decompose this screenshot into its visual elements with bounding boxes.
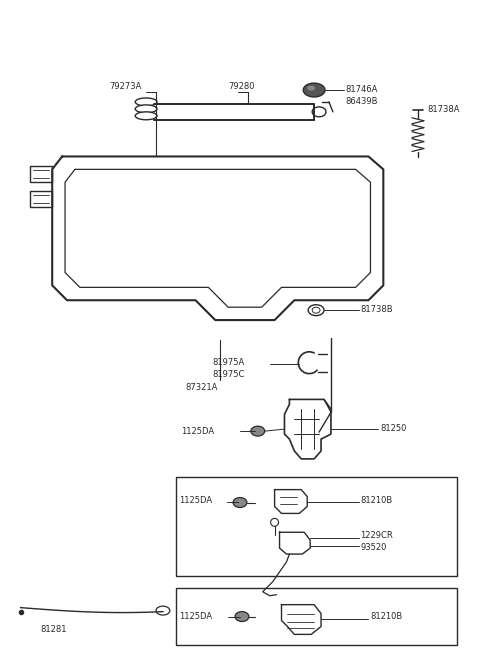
Text: 81210B: 81210B: [360, 495, 393, 505]
Text: 86439B: 86439B: [346, 97, 378, 106]
Ellipse shape: [251, 426, 264, 436]
Text: 81210B: 81210B: [371, 612, 403, 621]
Text: 81746A: 81746A: [346, 85, 378, 94]
Text: 87321A: 87321A: [186, 382, 218, 392]
Text: 1125DA: 1125DA: [180, 427, 214, 436]
Bar: [176, 477, 457, 576]
Text: 79280: 79280: [228, 82, 254, 91]
Ellipse shape: [271, 518, 278, 526]
Ellipse shape: [308, 305, 324, 315]
Bar: [30, 191, 52, 207]
Ellipse shape: [135, 112, 157, 120]
Bar: [176, 588, 457, 645]
Text: 81250: 81250: [380, 424, 407, 433]
Text: 81975A: 81975A: [212, 358, 245, 367]
Text: 1229CR: 1229CR: [360, 532, 393, 540]
Text: 81738B: 81738B: [360, 306, 393, 314]
Ellipse shape: [233, 497, 247, 507]
Ellipse shape: [312, 307, 320, 313]
Ellipse shape: [303, 83, 325, 97]
Ellipse shape: [235, 612, 249, 622]
Text: 93520: 93520: [360, 543, 387, 552]
Ellipse shape: [307, 85, 315, 91]
Text: 81975C: 81975C: [212, 370, 245, 378]
Ellipse shape: [135, 105, 157, 113]
Text: 1125DA: 1125DA: [179, 612, 212, 621]
Text: 81738A: 81738A: [428, 105, 460, 114]
Ellipse shape: [135, 98, 157, 106]
Ellipse shape: [312, 107, 326, 117]
Bar: [30, 166, 52, 182]
Text: 79273A: 79273A: [109, 82, 142, 91]
Text: 81281: 81281: [40, 625, 67, 635]
Ellipse shape: [156, 606, 170, 615]
Text: 1125DA: 1125DA: [179, 495, 212, 505]
